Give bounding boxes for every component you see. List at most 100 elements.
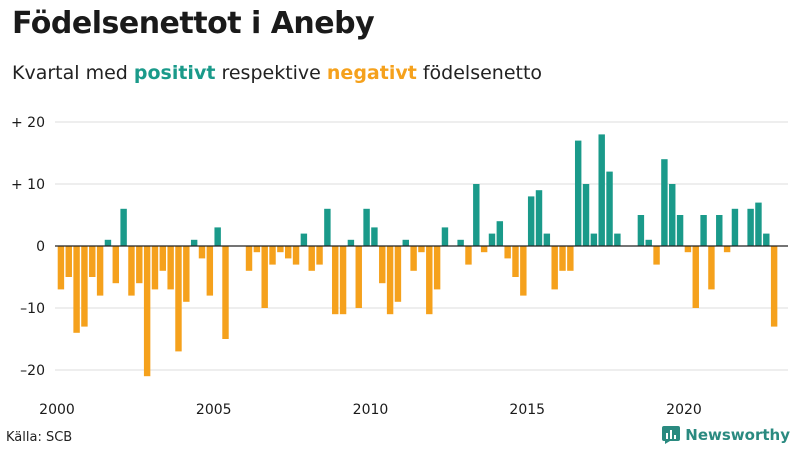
bar-2011-q4 xyxy=(426,246,433,315)
bar-2002-q3 xyxy=(136,246,143,284)
bar-2015-q3 xyxy=(543,233,551,246)
bar-2005-q2 xyxy=(222,246,229,339)
bar-2012-q2 xyxy=(441,227,449,246)
bar-2004-q3 xyxy=(198,246,206,259)
bar-2006-q1 xyxy=(245,246,253,271)
bar-2011-q3 xyxy=(418,246,425,253)
chart-subtitle: Kvartal med positivt respektive negativt… xyxy=(12,62,542,84)
bar-2019-q1 xyxy=(653,246,660,265)
bar-2006-q3 xyxy=(261,246,268,308)
source-label: Källa: SCB xyxy=(6,430,73,445)
bar-2006-q2 xyxy=(253,246,261,253)
subtitle-positive-word: positivt xyxy=(133,62,216,84)
bar-2015-q2 xyxy=(535,190,543,246)
bar-2017-q3 xyxy=(606,171,613,246)
bar-2007-q1 xyxy=(277,246,284,253)
x-tick-labels: 2000 2005 2010 2015 2020 xyxy=(39,402,702,418)
bar-2012-q1 xyxy=(433,246,441,290)
bar-2010-q1 xyxy=(371,227,378,246)
y-tick-label: –10 xyxy=(20,301,45,317)
bar-2003-q1 xyxy=(151,246,159,290)
bar-2000-q4 xyxy=(81,246,88,327)
bar-2017-q2 xyxy=(598,134,605,246)
bar-2006-q4 xyxy=(269,246,276,265)
x-tick-label: 2015 xyxy=(509,402,545,418)
bar-2014-q1 xyxy=(496,221,504,246)
bar-2015-q4 xyxy=(551,246,558,290)
chart-title: Födelsenettot i Aneby xyxy=(12,6,375,41)
bar-2009-q4 xyxy=(363,208,370,246)
subtitle-negative-word: negativt xyxy=(326,62,417,84)
bar-2017-q4 xyxy=(614,233,621,246)
y-tick-labels: + 20 + 10 0 –10 –20 xyxy=(11,115,45,379)
bar-2002-q1 xyxy=(120,208,127,246)
bar-2004-q1 xyxy=(183,246,190,302)
bar-2009-q1 xyxy=(339,246,347,315)
bar-2001-q4 xyxy=(112,246,119,284)
bar-2008-q4 xyxy=(332,246,339,315)
y-tick-label: 0 xyxy=(36,239,45,255)
bar-2020-q1 xyxy=(684,246,692,253)
bar-2009-q2 xyxy=(347,239,355,246)
bar-2002-q4 xyxy=(143,246,151,377)
bar-2001-q1 xyxy=(89,246,96,277)
bar-2009-q3 xyxy=(355,246,362,308)
y-tick-label: + 10 xyxy=(11,177,45,193)
bar-2022-q3 xyxy=(763,233,770,246)
bar-2010-q3 xyxy=(386,246,394,315)
bar-2013-q3 xyxy=(480,246,488,253)
bar-2018-q4 xyxy=(645,239,652,246)
bar-2005-q1 xyxy=(214,227,221,246)
bar-2000-q2 xyxy=(65,246,72,277)
bar-2001-q3 xyxy=(104,239,112,246)
bar-2000-q3 xyxy=(73,246,80,333)
bar-2022-q1 xyxy=(747,208,754,246)
x-tick-label: 2005 xyxy=(196,402,232,418)
y-tick-label: + 20 xyxy=(11,115,45,131)
bar-2022-q4 xyxy=(770,246,778,327)
bar-2008-q3 xyxy=(324,208,331,246)
bar-2021-q2 xyxy=(723,246,731,253)
bar-2007-q4 xyxy=(300,233,308,246)
bar-2016-q1 xyxy=(559,246,566,271)
bar-2019-q2 xyxy=(661,159,668,246)
x-tick-label: 2020 xyxy=(666,402,702,418)
bar-2011-q2 xyxy=(410,246,417,271)
bar-2010-q4 xyxy=(394,246,402,302)
bar-2013-q4 xyxy=(488,233,496,246)
bars xyxy=(57,134,778,377)
bar-2008-q2 xyxy=(316,246,323,265)
bar-2013-q1 xyxy=(465,246,472,265)
bar-2015-q1 xyxy=(527,196,535,246)
x-tick-label: 2010 xyxy=(353,402,389,418)
x-tick-label: 2000 xyxy=(39,402,75,418)
bar-2014-q2 xyxy=(504,246,511,259)
bar-2016-q4 xyxy=(582,184,590,246)
bar-2018-q3 xyxy=(637,215,645,246)
bar-2004-q4 xyxy=(206,246,214,296)
bar-2000-q1 xyxy=(57,246,65,290)
bar-2019-q4 xyxy=(676,215,684,246)
newsworthy-chart-icon xyxy=(662,426,681,444)
bar-2020-q2 xyxy=(692,246,699,308)
bar-2022-q2 xyxy=(755,202,762,246)
bar-2014-q4 xyxy=(520,246,527,296)
bar-2019-q3 xyxy=(669,184,676,246)
brand-logo: Newsworthy xyxy=(662,426,790,444)
bar-2002-q2 xyxy=(128,246,135,296)
bar-2003-q3 xyxy=(167,246,174,290)
bar-2001-q2 xyxy=(96,246,104,296)
bar-2020-q3 xyxy=(700,215,707,246)
bar-2016-q2 xyxy=(567,246,574,271)
bar-2013-q2 xyxy=(473,184,480,246)
bar-2004-q2 xyxy=(190,239,198,246)
y-tick-label: –20 xyxy=(20,363,45,379)
subtitle-suffix: födelsenetto xyxy=(416,62,543,84)
bar-2003-q2 xyxy=(159,246,167,271)
subtitle-prefix: Kvartal med xyxy=(12,62,134,84)
bar-2021-q1 xyxy=(716,215,723,246)
brand-name: Newsworthy xyxy=(685,426,790,444)
bar-2012-q4 xyxy=(457,239,464,246)
bar-2007-q2 xyxy=(284,246,292,259)
